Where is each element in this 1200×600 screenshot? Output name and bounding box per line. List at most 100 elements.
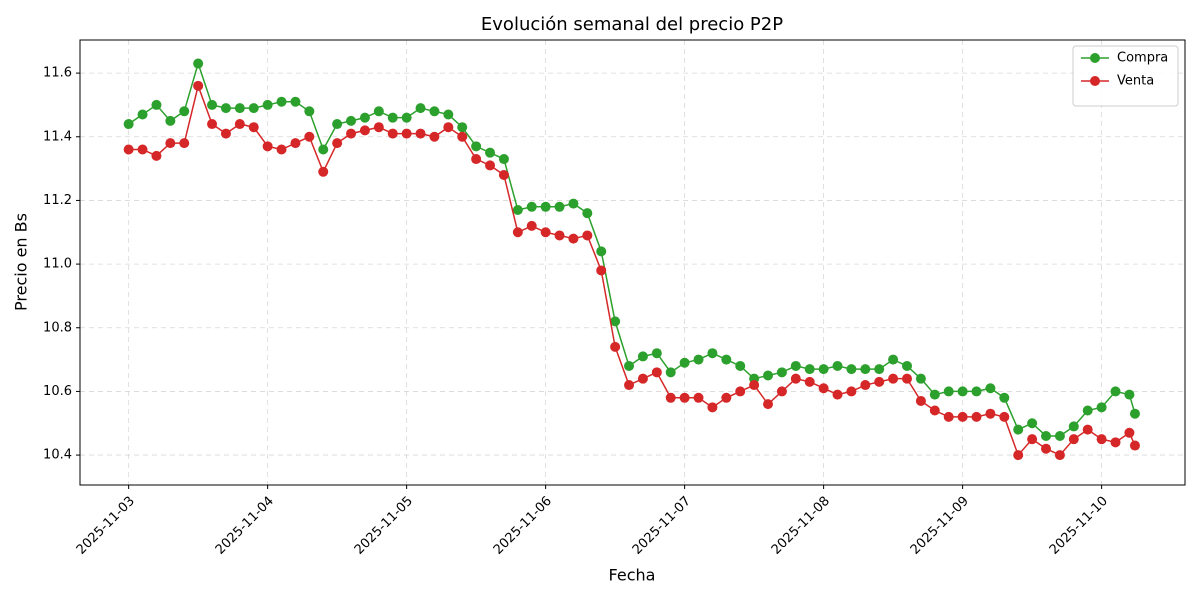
marker <box>651 348 662 359</box>
marker <box>401 112 412 123</box>
marker <box>902 373 913 384</box>
marker <box>1096 434 1107 445</box>
marker <box>1129 408 1140 419</box>
x-axis-label: Fecha <box>609 566 656 585</box>
marker <box>776 367 787 378</box>
marker <box>290 138 301 149</box>
y-tick-label: 11.0 <box>43 257 72 272</box>
marker <box>971 386 982 397</box>
marker <box>387 112 398 123</box>
marker <box>1082 424 1093 435</box>
legend-label: Compra <box>1117 51 1168 66</box>
line <box>128 83 1136 457</box>
x-tick-label: 2025-11-05 <box>352 494 416 558</box>
marker <box>151 99 162 110</box>
marker <box>610 316 621 327</box>
marker <box>1054 430 1065 441</box>
marker <box>957 411 968 422</box>
marker <box>929 405 940 416</box>
marker <box>457 122 468 133</box>
marker <box>985 383 996 394</box>
y-tick-label: 10.4 <box>43 448 72 463</box>
marker <box>401 128 412 139</box>
marker <box>1124 389 1135 400</box>
series <box>123 58 1140 441</box>
marker <box>735 360 746 371</box>
marker <box>526 220 537 231</box>
marker <box>651 367 662 378</box>
marker <box>985 408 996 419</box>
marker <box>832 360 843 371</box>
marker <box>568 198 579 209</box>
marker <box>248 122 259 133</box>
marker <box>610 341 621 352</box>
x-tick-label: 2025-11-04 <box>213 494 277 558</box>
marker <box>207 99 218 110</box>
y-tick-label: 10.6 <box>43 384 72 399</box>
marker <box>415 103 426 114</box>
marker <box>874 376 885 387</box>
marker <box>540 201 551 212</box>
marker <box>943 411 954 422</box>
marker <box>790 360 801 371</box>
legend-marker <box>1090 53 1100 63</box>
marker <box>373 106 384 117</box>
marker <box>498 154 509 165</box>
x-tick-label: 2025-11-09 <box>908 494 972 558</box>
marker <box>359 112 370 123</box>
marker <box>485 160 496 171</box>
marker <box>485 147 496 158</box>
marker <box>763 399 774 410</box>
marker <box>554 201 565 212</box>
marker <box>999 392 1010 403</box>
marker <box>1013 424 1024 435</box>
marker <box>693 354 704 365</box>
x-tick-label: 2025-11-07 <box>630 494 694 558</box>
marker <box>387 128 398 139</box>
marker <box>1068 421 1079 432</box>
marker <box>596 246 607 257</box>
marker <box>471 141 482 152</box>
marker <box>846 364 857 375</box>
marker <box>624 360 635 371</box>
marker <box>707 348 718 359</box>
marker <box>804 376 815 387</box>
marker <box>373 122 384 133</box>
marker <box>207 119 218 130</box>
marker <box>318 144 329 155</box>
marker <box>1027 418 1038 429</box>
marker <box>874 364 885 375</box>
marker <box>957 386 968 397</box>
marker <box>137 144 148 155</box>
marker <box>929 389 940 400</box>
marker <box>749 380 760 391</box>
marker <box>193 80 204 91</box>
marker <box>999 411 1010 422</box>
marker <box>596 265 607 276</box>
marker <box>971 411 982 422</box>
marker <box>776 386 787 397</box>
marker <box>679 392 690 403</box>
marker <box>359 125 370 136</box>
marker <box>415 128 426 139</box>
legend-box <box>1072 45 1179 107</box>
marker <box>1054 450 1065 461</box>
marker <box>721 392 732 403</box>
marker <box>304 131 315 142</box>
marker <box>860 380 871 391</box>
marker <box>276 96 287 107</box>
marker <box>915 373 926 384</box>
y-tick-label: 11.2 <box>43 193 72 208</box>
marker <box>1096 402 1107 413</box>
y-tick-label: 11.4 <box>43 129 72 144</box>
marker <box>429 131 440 142</box>
marker <box>582 230 593 241</box>
marker <box>1129 440 1140 451</box>
marker <box>721 354 732 365</box>
marker <box>123 119 134 130</box>
marker <box>902 360 913 371</box>
marker <box>151 150 162 161</box>
marker <box>568 233 579 244</box>
marker <box>290 96 301 107</box>
